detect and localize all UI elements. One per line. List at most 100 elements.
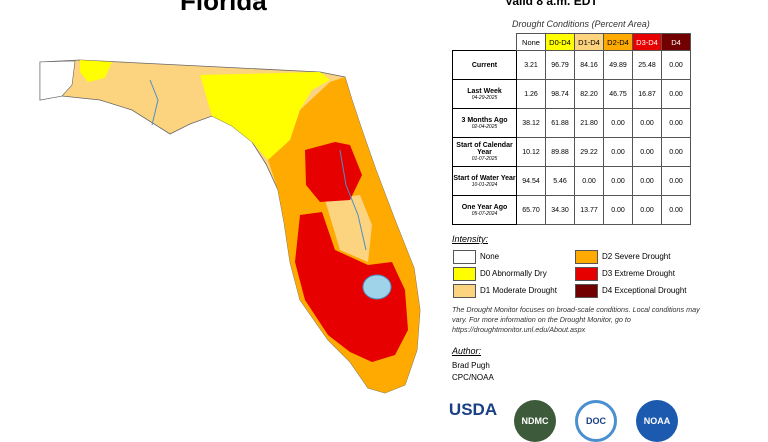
table-cell: 82.20 <box>574 79 604 109</box>
table-cell: 38.12 <box>516 108 546 138</box>
table-cell: 0.00 <box>632 166 662 196</box>
map-title: Florida <box>180 0 267 16</box>
row-label: Last Week 04-29-2025 <box>452 79 517 109</box>
table-cell: 0.00 <box>632 137 662 167</box>
river-icon <box>149 79 367 251</box>
row-date: 01-07-2025 <box>471 156 498 162</box>
row-label: One Year Ago 05-07-2024 <box>452 195 517 225</box>
author-info: Brad Pugh CPC/NOAA <box>452 360 494 384</box>
lake-okeechobee <box>362 274 392 300</box>
table-row: Start of Water Year 10-01-2024 94.54 5.46 0.… <box>452 166 691 196</box>
column-header: D3-D4 <box>632 33 662 51</box>
row-label-text: One Year Ago <box>461 203 508 211</box>
usda-logo: USDA <box>449 400 497 442</box>
table-cell: 13.77 <box>574 195 604 225</box>
author-title: Author: <box>452 346 482 356</box>
column-header: D4 <box>661 33 691 51</box>
table-cell: 5.46 <box>545 166 575 196</box>
table-row: 3 Months Ago 02-04-2025 38.12 61.88 21.80 0.0… <box>452 108 691 138</box>
table-cell: 0.00 <box>661 108 691 138</box>
row-date: 05-07-2024 <box>471 210 498 217</box>
row-label-text: Current <box>471 61 498 69</box>
region-d0-north <box>200 72 330 160</box>
table-cell: 0.00 <box>661 137 691 167</box>
row-label: Start of Calendar Year 01-07-2025 <box>452 137 517 167</box>
table-row: Start of Calendar Year 01-07-2025 10.12 89.… <box>452 137 691 167</box>
row-date: 04-29-2025 <box>471 94 498 101</box>
row-label: Start of Water Year 10-01-2024 <box>452 166 517 196</box>
noaa-logo: NOAA <box>636 400 678 442</box>
row-label-text: Start of Calendar Year <box>456 142 513 156</box>
table-cell: 3.21 <box>516 50 546 80</box>
table-cell: 94.54 <box>516 166 546 196</box>
region-d3-south <box>295 212 408 362</box>
table-cell: 29.22 <box>574 137 604 167</box>
legend-label: D2 Severe Drought <box>602 252 671 261</box>
column-header: D1-D4 <box>574 33 604 51</box>
legend-label: D0 Abnormally Dry <box>480 269 547 278</box>
legend-swatch <box>575 250 598 264</box>
table-cell: 0.00 <box>603 108 633 138</box>
table-cell: 1.26 <box>516 79 546 109</box>
author-name: Brad Pugh <box>452 361 490 370</box>
row-label: 3 Months Ago 02-04-2025 <box>452 108 517 138</box>
table-caption: Drought Conditions (Percent Area) <box>512 19 650 29</box>
table-cell: 0.00 <box>661 50 691 80</box>
ndmc-logo: NDMC <box>514 400 556 442</box>
table-row: Last Week 04-29-2025 1.26 98.74 82.20 46.75 16… <box>452 79 691 109</box>
table-cell: 0.00 <box>603 137 633 167</box>
legend-label: D1 Moderate Drought <box>480 286 557 295</box>
region-d0-west <box>80 60 112 82</box>
table-cell: 0.00 <box>603 166 633 196</box>
legend-title: Intensity: <box>452 234 489 244</box>
table-cell: 96.79 <box>545 50 575 80</box>
table-cell: 0.00 <box>661 166 691 196</box>
legend-swatch <box>575 284 598 298</box>
column-header: D0-D4 <box>545 33 575 51</box>
region-d1-central <box>325 195 372 262</box>
table-cell: 0.00 <box>632 195 662 225</box>
doc-logo: DOC <box>575 400 617 442</box>
table-cell: 0.00 <box>661 79 691 109</box>
table-row: Current 3.21 96.79 84.16 49.89 25.48 0.00 <box>452 50 691 80</box>
table-cell: 46.75 <box>603 79 633 109</box>
author-org: CPC/NOAA <box>452 373 494 382</box>
table-cell: 16.87 <box>632 79 662 109</box>
column-header: D2-D4 <box>603 33 633 51</box>
region-none <box>39 60 76 101</box>
row-label-text: Start of Water Year <box>453 174 516 182</box>
table-cell: 65.70 <box>516 195 546 225</box>
column-header: None <box>516 33 546 51</box>
row-date: 02-04-2025 <box>471 123 498 130</box>
legend-label: None <box>480 252 500 261</box>
table-cell: 0.00 <box>603 195 633 225</box>
table-cell: 0.00 <box>632 108 662 138</box>
legend-label: D4 Exceptional Drought <box>602 286 687 295</box>
region-d3-north <box>305 142 362 202</box>
table-cell: 0.00 <box>574 166 604 196</box>
table-cell: 89.88 <box>545 137 575 167</box>
legend-swatch <box>453 250 476 264</box>
table-cell: 98.74 <box>545 79 575 109</box>
table-cell: 21.80 <box>574 108 604 138</box>
table-row: One Year Ago 05-07-2024 65.70 34.30 13.77 0.0… <box>452 195 691 225</box>
table-cell: 84.16 <box>574 50 604 80</box>
row-label-text: Last Week <box>467 87 502 95</box>
legend-label: D3 Extreme Drought <box>602 269 675 278</box>
valid-time: Valid 8 a.m. EDT <box>505 0 598 8</box>
disclaimer-note: The Drought Monitor focuses on broad-sca… <box>452 305 700 334</box>
row-label: Current <box>452 50 517 80</box>
table-cell: 61.88 <box>545 108 575 138</box>
table-cell: 25.48 <box>632 50 662 80</box>
table-cell: 0.00 <box>661 195 691 225</box>
florida-drought-map <box>39 59 421 394</box>
legend-swatch <box>453 267 476 281</box>
legend-swatch <box>453 284 476 298</box>
row-date: 10-01-2024 <box>471 181 498 188</box>
table-cell: 49.89 <box>603 50 633 80</box>
table-cell: 34.30 <box>545 195 575 225</box>
legend-swatch <box>575 267 598 281</box>
drought-conditions-table: None D0-D4 D1-D4 D2-D4 D3-D4 D4 Current 3.21 96… <box>452 33 691 225</box>
table-cell: 10.12 <box>516 137 546 167</box>
blank-header <box>453 34 517 51</box>
